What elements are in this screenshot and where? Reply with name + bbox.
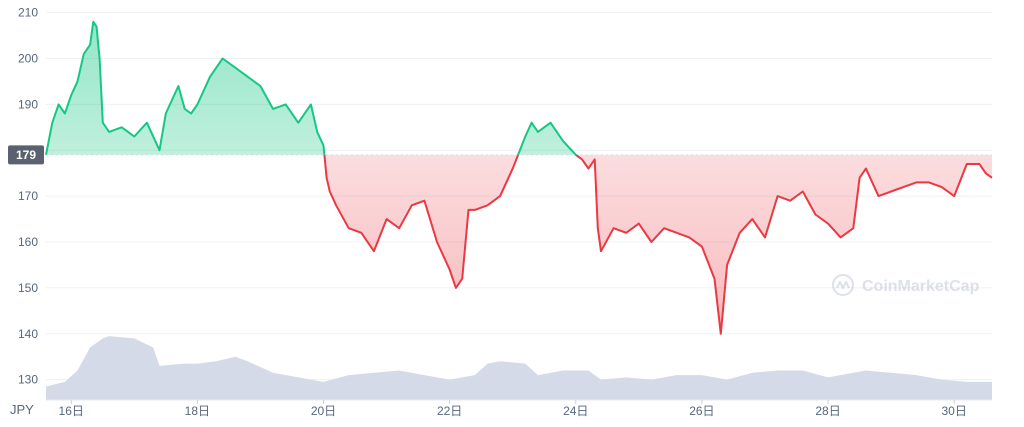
- x-axis: 16日 18日 20日 22日 24日 26日 28日 30日: [46, 399, 992, 418]
- price-area: [46, 21, 992, 334]
- x-tick-label: 18日: [185, 404, 210, 418]
- price-area-down: [46, 154, 992, 334]
- y-tick-label: 170: [18, 189, 38, 203]
- y-tick-label: 200: [18, 51, 38, 65]
- watermark-text: CoinMarketCap: [862, 278, 980, 295]
- y-tick-label: 140: [18, 327, 38, 341]
- baseline-badge-bg: [8, 145, 44, 165]
- y-tick-label: 130: [18, 373, 38, 387]
- baseline-label: 179: [16, 148, 36, 162]
- x-tick-label: 26日: [689, 404, 714, 418]
- x-tick-label: 24日: [563, 404, 588, 418]
- baseline-badge: 179: [8, 145, 44, 165]
- x-tick-label: 20日: [311, 404, 336, 418]
- price-line-down: [46, 154, 993, 335]
- x-tick-label: 28日: [815, 404, 840, 418]
- currency-label: JPY: [10, 402, 34, 417]
- y-tick-label: 160: [18, 235, 38, 249]
- y-tick-label: 210: [18, 6, 38, 20]
- coinmarketcap-logo-icon: [832, 274, 854, 296]
- volume-area: [46, 336, 992, 400]
- y-axis: 130 140 150 160 170 190 200 210: [18, 6, 38, 387]
- x-tick-label: 30日: [941, 404, 966, 418]
- y-tick-label: 190: [18, 97, 38, 111]
- watermark: CoinMarketCap: [832, 274, 980, 296]
- volume-area-path: [46, 336, 992, 400]
- x-tick-label: 22日: [437, 404, 462, 418]
- price-line-up: [45, 20, 578, 155]
- price-line: [45, 20, 993, 335]
- x-tick-label: 16日: [59, 404, 84, 418]
- y-tick-label: 150: [18, 281, 38, 295]
- price-area-up: [46, 21, 576, 155]
